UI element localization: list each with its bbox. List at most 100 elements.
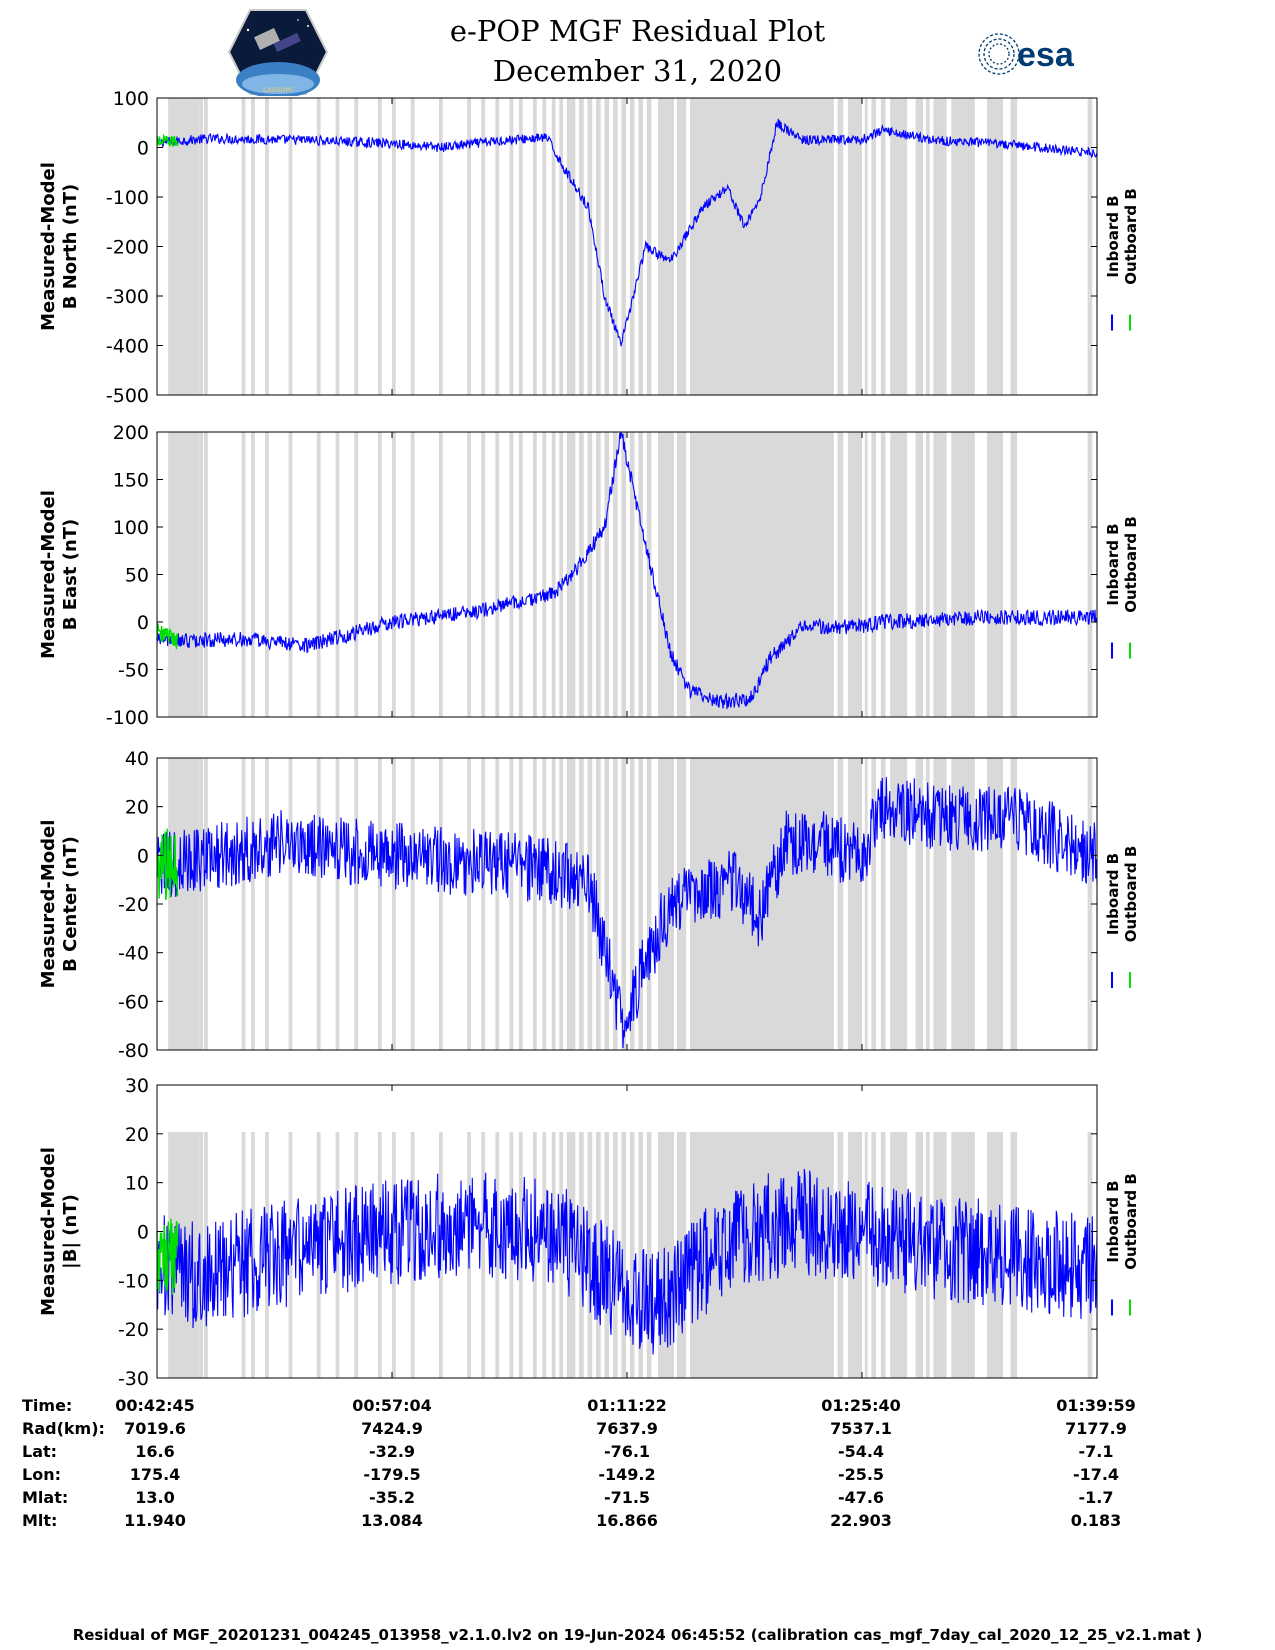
shade-band bbox=[658, 432, 674, 717]
shade-band bbox=[837, 1132, 844, 1378]
shade-band bbox=[481, 1132, 486, 1378]
shade-band bbox=[377, 758, 382, 1050]
legend-label: Inboard B bbox=[1104, 853, 1122, 935]
shade-band bbox=[915, 432, 924, 717]
shade-band bbox=[251, 758, 255, 1050]
shade-band bbox=[621, 98, 627, 395]
series-line-inboard bbox=[156, 777, 1098, 1049]
shade-band bbox=[316, 98, 321, 395]
shade-band bbox=[933, 758, 947, 1050]
shade-band bbox=[354, 1132, 359, 1378]
info-row-label: Rad(km): bbox=[22, 1419, 105, 1438]
shade-band bbox=[646, 1132, 652, 1378]
shade-band bbox=[621, 1132, 627, 1378]
shade-band bbox=[518, 758, 523, 1050]
shade-band bbox=[542, 1132, 547, 1378]
shade-band bbox=[335, 758, 340, 1050]
shade-band bbox=[439, 758, 443, 1050]
shade-band bbox=[570, 98, 576, 395]
info-value: 175.4 bbox=[130, 1465, 181, 1484]
shade-band bbox=[925, 98, 930, 395]
shade-band bbox=[251, 432, 255, 717]
shade-band bbox=[495, 1132, 500, 1378]
y-tick-label: 30 bbox=[125, 1075, 149, 1097]
shade-band bbox=[915, 98, 924, 395]
info-value: -76.1 bbox=[604, 1442, 650, 1461]
y-axis-label: Measured-Model bbox=[38, 1147, 59, 1316]
shade-band bbox=[410, 98, 415, 395]
shade-band bbox=[1087, 98, 1093, 395]
shade-band bbox=[604, 432, 610, 717]
info-row-label: Lat: bbox=[22, 1442, 57, 1461]
info-value: 0.183 bbox=[1071, 1511, 1122, 1530]
series-line-outboard bbox=[156, 623, 179, 650]
shade-band bbox=[168, 432, 200, 717]
shade-band bbox=[676, 432, 687, 717]
shade-band bbox=[915, 758, 924, 1050]
info-value: -32.9 bbox=[369, 1442, 415, 1461]
shade-band bbox=[509, 98, 514, 395]
series-line-inboard bbox=[156, 118, 1098, 347]
shade-band bbox=[579, 758, 584, 1050]
shade-band bbox=[316, 758, 321, 1050]
chart-title: e-POP MGF Residual Plot bbox=[449, 14, 826, 48]
shade-band bbox=[265, 98, 269, 395]
shade-band bbox=[1087, 758, 1093, 1050]
legend-label: Inboard B bbox=[1104, 1180, 1122, 1262]
shade-band bbox=[481, 758, 486, 1050]
shade-band bbox=[847, 432, 862, 717]
info-value: 00:57:04 bbox=[352, 1396, 432, 1415]
info-value: 00:42:45 bbox=[115, 1396, 195, 1415]
y-axis-label: B East (nT) bbox=[60, 519, 81, 631]
shade-band bbox=[542, 758, 547, 1050]
shade-band bbox=[241, 98, 246, 395]
info-value: 16.6 bbox=[135, 1442, 174, 1461]
y-tick-label: 150 bbox=[113, 470, 149, 492]
shade-band bbox=[481, 98, 486, 395]
shade-band bbox=[638, 432, 643, 717]
shade-band bbox=[629, 758, 635, 1050]
y-tick-label: 0 bbox=[137, 1222, 149, 1244]
shade-band bbox=[871, 758, 877, 1050]
shade-band bbox=[199, 758, 204, 1050]
panel-1: 100 0 -100 -200 -300 -400 -500 Measured-Model B … bbox=[38, 88, 1140, 407]
shade-band bbox=[638, 1132, 643, 1378]
y-tick-label: 50 bbox=[125, 565, 149, 587]
shade-band bbox=[864, 1132, 868, 1378]
shade-band bbox=[837, 98, 844, 395]
info-value: 01:11:22 bbox=[587, 1396, 667, 1415]
shade-band bbox=[890, 98, 908, 395]
y-tick-label: -100 bbox=[106, 707, 149, 729]
shade-band bbox=[595, 432, 601, 717]
shade-band bbox=[864, 758, 868, 1050]
shade-band bbox=[837, 432, 844, 717]
cassiope-logo: CASSIOPE bbox=[228, 9, 328, 96]
y-tick-label: 40 bbox=[125, 748, 149, 770]
shade-band bbox=[288, 98, 293, 395]
shade-band bbox=[377, 432, 382, 717]
info-value: 13.0 bbox=[135, 1488, 174, 1507]
shade-band bbox=[533, 1132, 537, 1378]
info-value: 11.940 bbox=[124, 1511, 186, 1530]
shade-band bbox=[864, 98, 868, 395]
shade-band bbox=[377, 98, 382, 395]
shade-band bbox=[551, 758, 556, 1050]
shade-band bbox=[542, 98, 547, 395]
y-axis-label: Measured-Model bbox=[38, 820, 59, 989]
shade-band bbox=[241, 758, 246, 1050]
shade-band bbox=[595, 98, 601, 395]
series-line-outboard bbox=[156, 1218, 179, 1295]
shade-band bbox=[1087, 432, 1093, 717]
info-value: -1.7 bbox=[1079, 1488, 1114, 1507]
y-tick-label: 0 bbox=[137, 612, 149, 634]
shade-band bbox=[354, 758, 359, 1050]
y-tick-label: 0 bbox=[137, 138, 149, 160]
shade-band bbox=[392, 1132, 396, 1378]
shade-band bbox=[847, 1132, 862, 1378]
panel-4: 30 20 10 0 -10 -20 -30 Measured-Model |B| (nT) In… bbox=[38, 1075, 1140, 1390]
shade-band bbox=[559, 432, 564, 717]
shade-band bbox=[646, 432, 652, 717]
shade-band bbox=[890, 432, 908, 717]
legend-label: Outboard B bbox=[1122, 1173, 1140, 1270]
